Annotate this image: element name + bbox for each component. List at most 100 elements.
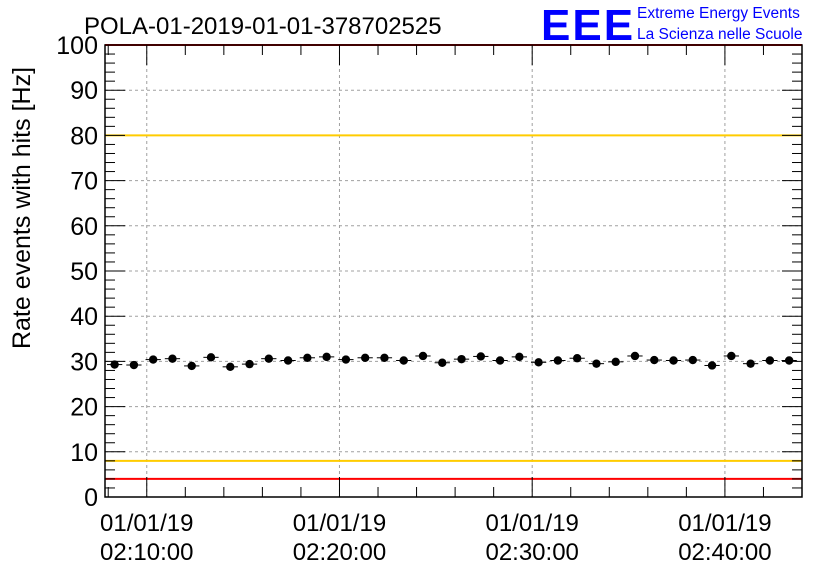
y-tick-label: 60: [70, 213, 98, 241]
data-marker: [206, 353, 216, 362]
x-tick-time-label: 02:30:00: [485, 539, 578, 566]
data-marker: [322, 352, 331, 362]
data-point: [781, 356, 797, 365]
data-marker: [360, 353, 370, 362]
data-marker: [650, 355, 659, 365]
x-tick-date-label: 01/01/19: [678, 510, 771, 537]
eee-logo-line1: Extreme Energy Events: [637, 5, 800, 22]
y-tick-labels: 0 10 20 30 40 50 60 70 80 90 100: [56, 32, 98, 512]
chart-title: POLA-01-2019-01-01-378702525: [84, 13, 442, 40]
data-point: [145, 355, 161, 364]
data-point: [569, 354, 585, 363]
data-marker: [283, 356, 293, 365]
data-marker: [418, 351, 428, 361]
data-marker: [515, 352, 524, 362]
data-point: [241, 359, 258, 369]
x-tick-date-label: 01/01/19: [293, 510, 386, 537]
data-marker: [303, 353, 312, 362]
data-marker: [110, 360, 119, 369]
data-marker: [495, 356, 505, 365]
data-point: [627, 351, 643, 361]
data-marker: [669, 356, 678, 365]
y-tick-label: 100: [56, 32, 98, 60]
data-marker: [592, 359, 601, 368]
data-point: [762, 356, 778, 365]
data-point: [396, 356, 412, 365]
data-marker: [148, 355, 158, 364]
data-point: [608, 357, 624, 367]
reference-lines: [105, 44, 802, 480]
data-point: [376, 353, 393, 362]
data-point: [723, 351, 739, 361]
data-marker: [245, 359, 254, 369]
y-tick-label: 90: [70, 77, 98, 105]
data-marker: [438, 358, 447, 367]
eee-logo-mark: EEE: [541, 1, 635, 50]
data-marker: [746, 359, 755, 368]
y-tick-label: 10: [70, 439, 98, 467]
data-point: [665, 356, 682, 365]
data-point: [299, 353, 315, 362]
eee-logo: EEE Extreme Energy Events La Scienza nel…: [541, 1, 802, 50]
data-point: [588, 359, 605, 368]
data-point: [357, 353, 373, 362]
data-marker: [553, 356, 563, 365]
y-tick-label: 80: [70, 122, 98, 150]
data-marker: [341, 355, 351, 364]
data-point: [492, 356, 508, 365]
data-marker: [399, 356, 408, 365]
data-point: [434, 358, 450, 367]
data-marker: [534, 358, 543, 367]
data-marker: [688, 355, 697, 365]
data-point: [203, 353, 219, 362]
x-tick-time-label: 02:10:00: [100, 539, 193, 566]
data-marker: [187, 361, 196, 371]
x-tick-time-label: 02:20:00: [293, 539, 386, 566]
y-tick-label: 50: [70, 258, 98, 286]
data-point: [415, 351, 431, 361]
data-marker: [784, 356, 794, 365]
data-point: [646, 355, 662, 365]
x-tick-time-label: 02:40:00: [678, 539, 771, 566]
x-tick-date-label: 01/01/19: [485, 510, 578, 537]
data-marker: [264, 354, 274, 363]
data-marker: [168, 354, 177, 363]
data-point: [473, 352, 489, 361]
data-point: [550, 356, 566, 365]
data-marker: [476, 352, 486, 361]
data-marker: [611, 357, 620, 367]
data-marker: [572, 354, 582, 363]
data-point: [530, 358, 547, 367]
data-marker: [380, 353, 389, 362]
data-marker: [129, 360, 139, 370]
data-point: [742, 359, 759, 368]
data-point: [318, 352, 335, 362]
y-tick-label: 0: [84, 484, 98, 512]
data-point: [107, 360, 123, 369]
data-marker: [630, 351, 640, 361]
data-point: [685, 355, 701, 365]
data-marker: [765, 356, 775, 365]
data-marker: [226, 362, 235, 372]
grid: [105, 45, 802, 497]
data-point: [126, 360, 142, 370]
data-marker: [457, 354, 466, 364]
y-axis-label: Rate events with hits [Hz]: [8, 67, 36, 349]
y-tick-label: 20: [70, 394, 98, 422]
data-points: [107, 351, 797, 372]
data-point: [164, 354, 181, 363]
x-tick-date-label: 01/01/19: [100, 510, 193, 537]
y-tick-label: 70: [70, 168, 98, 196]
data-point: [222, 362, 238, 372]
data-point: [704, 361, 720, 370]
data-point: [338, 355, 354, 364]
data-point: [511, 352, 527, 362]
y-tick-label: 30: [70, 348, 98, 376]
data-marker: [707, 361, 717, 370]
plot-frame: [104, 44, 803, 498]
data-point: [453, 354, 470, 364]
data-point: [184, 361, 200, 371]
data-point: [280, 356, 296, 365]
x-tick-labels: 01/01/1902:10:0001/01/1902:20:0001/01/19…: [100, 510, 772, 566]
